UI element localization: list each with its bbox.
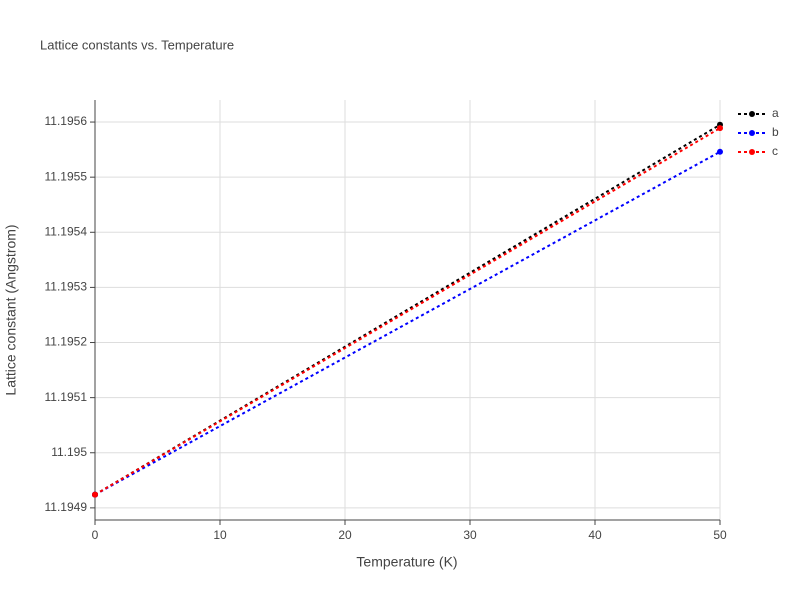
series-line — [94, 150, 721, 496]
y-axis-label: Lattice constant (Angstrom) — [3, 224, 19, 395]
legend-marker — [749, 111, 755, 117]
x-tick-label: 30 — [463, 528, 477, 542]
chart-title: Lattice constants vs. Temperature — [40, 37, 234, 52]
x-tick-label: 10 — [213, 528, 227, 542]
y-tick-label: 11.1953 — [45, 280, 88, 294]
legend-label: a — [772, 106, 779, 120]
point — [717, 125, 723, 132]
y-tick-label: 11.195 — [51, 445, 87, 459]
legend-label: b — [772, 125, 779, 139]
point — [717, 148, 723, 155]
y-tick-label: 11.1951 — [45, 390, 88, 404]
legend-label: c — [772, 144, 778, 158]
y-tick-label: 11.1955 — [45, 169, 88, 183]
x-tick-label: 0 — [92, 528, 99, 542]
x-tick-label: 20 — [338, 528, 352, 542]
y-tick-label: 11.1956 — [45, 114, 88, 128]
legend-marker — [749, 149, 755, 155]
y-tick-label: 11.1949 — [45, 500, 88, 514]
y-tick-label: 11.1954 — [45, 224, 88, 238]
x-tick-label: 40 — [588, 528, 602, 542]
y-tick-label: 11.1952 — [45, 335, 88, 349]
x-tick-label: 50 — [713, 528, 727, 542]
legend-marker — [749, 130, 755, 136]
point — [92, 491, 98, 498]
series-line — [94, 127, 721, 496]
x-axis-label: Temperature (K) — [356, 554, 457, 570]
